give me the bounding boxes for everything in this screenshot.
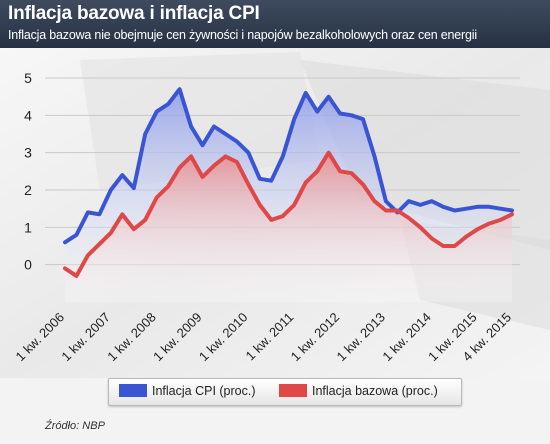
legend-swatch-cpi	[119, 384, 147, 397]
legend-item-core: Inflacja bazowa (proc.)	[279, 384, 438, 400]
legend-item-cpi: Inflacja CPI (proc.)	[119, 384, 256, 400]
series-line-core	[63, 150, 514, 278]
y-tick-label-4: 4	[24, 107, 32, 123]
chart-subtitle: Inflacja bazowa nie obejmuje cen żywnośc…	[8, 28, 477, 42]
y-tick-label-1: 1	[24, 219, 32, 235]
area-core	[65, 152, 512, 302]
header-bar: Inflacja bazowa i inflacja CPI Inflacja …	[0, 0, 550, 48]
y-tick-label-3: 3	[24, 145, 32, 161]
legend-label-cpi: Inflacja CPI (proc.)	[152, 384, 256, 398]
chart-legend: Inflacja CPI (proc.) Inflacja bazowa (pr…	[108, 378, 462, 406]
y-tick-label-2: 2	[24, 182, 32, 198]
legend-label-core: Inflacja bazowa (proc.)	[312, 384, 438, 398]
y-tick-label-5: 5	[24, 70, 32, 86]
source-note: Źródło: NBP	[45, 420, 105, 432]
chart-title: Inflacja bazowa i inflacja CPI	[8, 3, 260, 24]
legend-swatch-core	[279, 384, 307, 397]
series-line-cpi	[63, 87, 514, 245]
y-tick-label-0: 0	[24, 257, 32, 273]
